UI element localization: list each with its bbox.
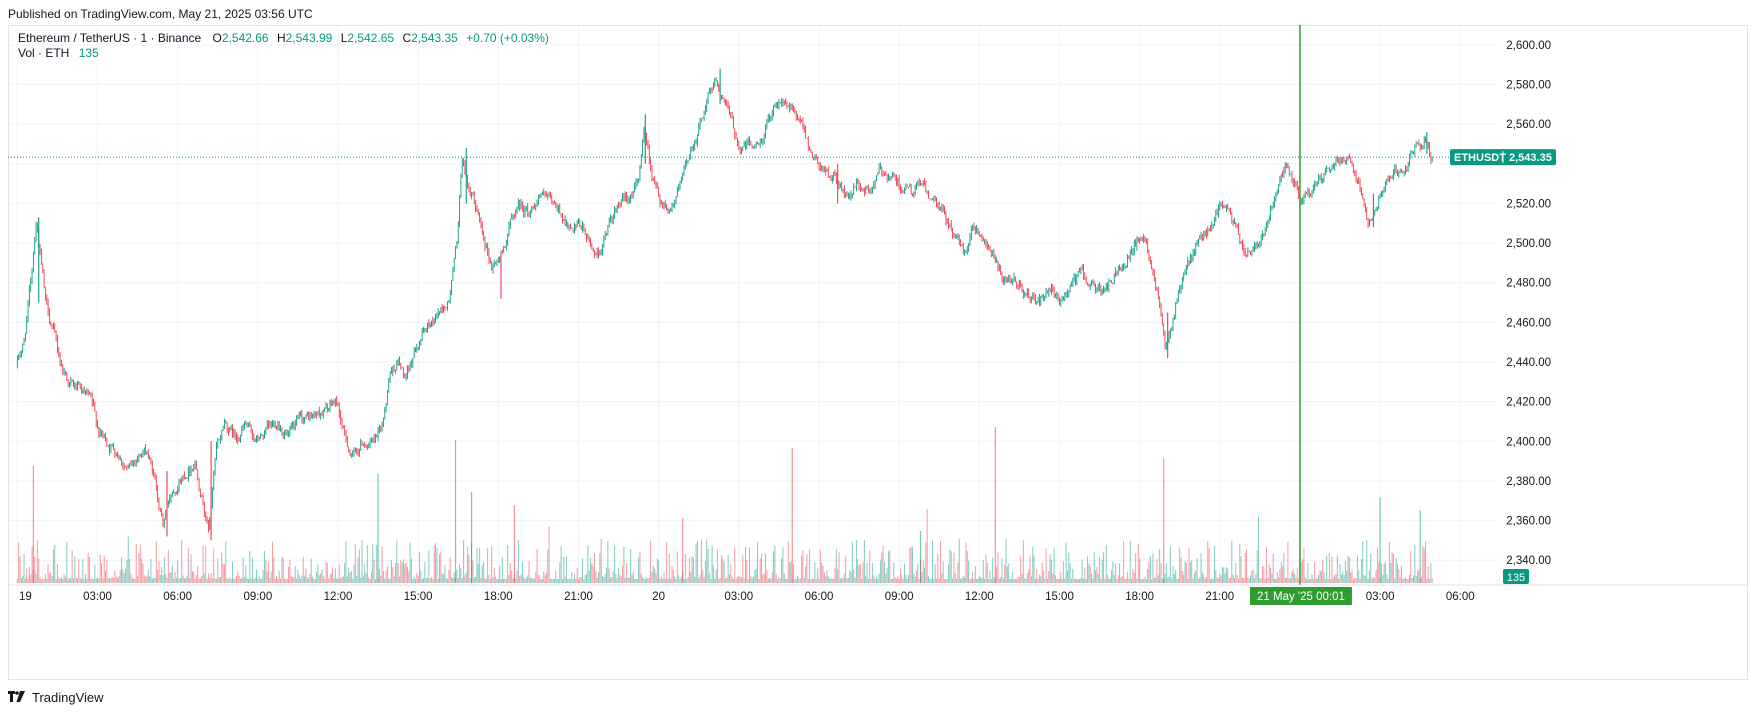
price-tick-label: 2,500.00 <box>1506 238 1551 250</box>
published-note: Published on TradingView.com, May 21, 20… <box>8 7 313 21</box>
time-tick-label: 21:00 <box>1205 591 1234 603</box>
time-tick-label: 06:00 <box>1446 591 1475 603</box>
legend-high: 2,543.99 <box>285 31 333 45</box>
legend-close-label: C <box>402 31 412 45</box>
crosshair-time-tag: 21 May '25 00:01 <box>1249 587 1352 605</box>
price-tick-label: 2,340.00 <box>1506 555 1551 567</box>
tradingview-logo-icon[interactable] <box>8 690 26 705</box>
legend-open: 2,542.66 <box>221 31 269 45</box>
time-tick-label: 09:00 <box>243 591 272 603</box>
price-axis: 2,340.00 2,360.00 2,380.00 2,400.00 2,420.00… <box>1506 40 1551 567</box>
time-tick-label: 19 <box>19 591 32 603</box>
time-tick-label: 20 <box>652 591 665 603</box>
time-axis: 19 03:00 06:00 09:00 12:00 15:00 18:00 21:00 20 0… <box>8 584 1747 605</box>
time-tick-label: 03:00 <box>724 591 753 603</box>
price-tag-symbol: ETHUSDT <box>1454 152 1506 164</box>
time-tick-label: 12:00 <box>965 591 994 603</box>
candles <box>16 68 1433 541</box>
price-tick-label: 2,380.00 <box>1506 476 1551 488</box>
legend-volume-label: Vol · ETH <box>18 46 70 60</box>
price-tick-label: 2,400.00 <box>1506 436 1551 448</box>
price-tag-value: 2,543.35 <box>1509 152 1552 164</box>
price-tick-label: 2,460.00 <box>1506 317 1551 329</box>
volume-tag: 135 <box>1503 569 1529 584</box>
legend-change: +0.70 (+0.03%) <box>466 31 549 45</box>
legend-volume-value: 135 <box>78 46 99 60</box>
time-tick-label: 18:00 <box>1125 591 1154 603</box>
crosshair-time-label: 21 May '25 00:01 <box>1257 591 1345 603</box>
price-tick-label: 2,600.00 <box>1506 40 1551 52</box>
crosshair-time-bg <box>1249 587 1352 605</box>
legend-volume: Vol · ETH 135 <box>18 46 99 60</box>
legend-high-label: H <box>276 31 286 45</box>
time-tick-label: 03:00 <box>1366 591 1395 603</box>
price-tick-label: 2,360.00 <box>1506 516 1551 528</box>
time-tick-label: 15:00 <box>1045 591 1074 603</box>
time-tick-label: 18:00 <box>484 591 513 603</box>
legend-close: 2,543.35 <box>411 31 458 45</box>
time-tick-label: 06:00 <box>163 591 192 603</box>
legend-low: 2,542.65 <box>347 31 395 45</box>
time-tick-label: 09:00 <box>885 591 914 603</box>
legend-open-label: O <box>212 31 222 45</box>
volume-bars <box>16 427 1433 583</box>
time-tick-label: 06:00 <box>805 591 834 603</box>
time-tick-label: 15:00 <box>404 591 433 603</box>
time-tick-label: 03:00 <box>83 591 112 603</box>
price-tick-label: 2,480.00 <box>1506 278 1551 290</box>
price-tick-label: 2,560.00 <box>1506 119 1551 131</box>
time-tick-label: 21:00 <box>564 591 593 603</box>
volume-tag-bg <box>1503 569 1529 584</box>
volume-tag-value: 135 <box>1507 572 1525 584</box>
price-tick-label: 2,440.00 <box>1506 357 1551 369</box>
grid-lines <box>8 25 1497 584</box>
legend-low-label: L <box>340 31 348 45</box>
legend-symbol: Ethereum / TetherUS · 1 · Binance <box>18 31 202 45</box>
price-tick-label: 2,580.00 <box>1506 79 1551 91</box>
footer-brand[interactable]: TradingView <box>32 690 104 705</box>
chart-frame <box>8 25 1748 680</box>
time-tick-label: 12:00 <box>324 591 353 603</box>
legend-ohlc: Ethereum / TetherUS · 1 · Binance O2,542… <box>18 31 549 45</box>
last-price-tag: ETHUSDT 2,543.35 <box>1450 149 1556 166</box>
price-tick-label: 2,420.00 <box>1506 397 1551 409</box>
price-tick-label: 2,520.00 <box>1506 198 1551 210</box>
footer: TradingView <box>8 690 104 705</box>
